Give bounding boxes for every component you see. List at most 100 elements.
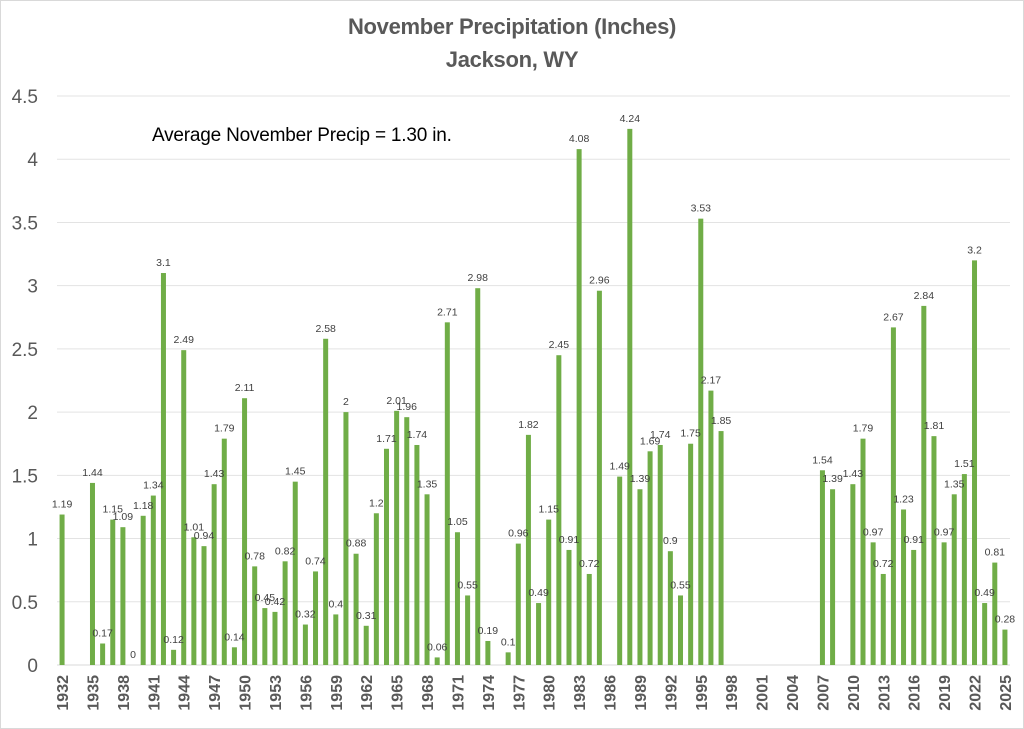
data-label-1936: 0.17 [92, 628, 113, 640]
data-label-1947: 1.43 [204, 468, 225, 480]
data-label-1980: 1.15 [538, 504, 559, 516]
data-label-1989: 1.39 [630, 473, 651, 485]
y-tick-label: 4.5 [12, 87, 38, 108]
data-label-1964: 1.71 [376, 433, 397, 445]
bar-1991 [657, 444, 663, 665]
bar-1993 [678, 595, 684, 665]
data-label-1955: 1.45 [285, 466, 306, 478]
data-label-1968: 1.35 [417, 478, 438, 490]
bar-1955 [292, 481, 298, 665]
data-label-1962: 0.31 [356, 610, 377, 622]
bar-1946 [201, 546, 207, 665]
y-tick-label: 2.5 [12, 340, 38, 361]
x-tick-label: 1998 [724, 675, 741, 711]
data-label-2013: 0.72 [873, 558, 894, 570]
data-label-1945: 1.01 [184, 521, 205, 533]
bar-1984 [586, 573, 592, 665]
data-label-2024: 0.81 [985, 547, 1006, 559]
bar-2010 [850, 484, 856, 665]
data-label-1959: 0.4 [328, 598, 343, 610]
bar-1981 [556, 355, 562, 665]
bar-1974 [485, 640, 491, 665]
bar-1973 [475, 288, 481, 665]
data-label-1977: 0.96 [508, 528, 529, 540]
data-label-2010: 1.43 [843, 468, 864, 480]
gridlines [57, 95, 1010, 666]
data-label-1972: 0.55 [457, 579, 478, 591]
bar-1965 [394, 410, 400, 665]
data-label-1958: 2.58 [315, 323, 336, 335]
data-label-1957: 0.74 [305, 555, 326, 567]
bar-1989 [637, 489, 643, 665]
bar-1947 [211, 484, 217, 665]
bar-1940 [140, 515, 146, 665]
data-label-1951: 0.78 [244, 550, 265, 562]
y-tick-label: 0.5 [12, 593, 38, 614]
bars [59, 128, 1008, 665]
data-label-1971: 1.05 [447, 516, 468, 528]
bar-1938 [120, 527, 126, 665]
data-label-2008: 1.39 [822, 473, 843, 485]
data-label-2007: 1.54 [812, 454, 833, 466]
bar-1966 [404, 417, 410, 665]
bar-1932 [59, 514, 65, 665]
bar-2014 [890, 327, 896, 665]
data-label-1954: 0.82 [275, 545, 296, 557]
data-label-2020: 1.35 [944, 478, 965, 490]
data-label-1970: 2.71 [437, 306, 458, 318]
bar-1970 [444, 322, 450, 665]
data-label-1992: 0.9 [663, 535, 678, 547]
x-tick-label: 1965 [390, 675, 407, 711]
data-label-1935: 1.44 [82, 467, 103, 479]
bar-1978 [525, 434, 531, 665]
bar-1935 [89, 482, 95, 665]
x-tick-label: 1995 [694, 675, 711, 711]
bar-1953 [272, 611, 278, 665]
bar-1950 [242, 398, 248, 665]
y-tick-label: 0 [27, 656, 38, 677]
data-label-1982: 0.91 [559, 534, 580, 546]
bar-1964 [383, 448, 389, 665]
average-annotation: Average November Precip = 1.30 in. [152, 125, 452, 146]
bar-1961 [353, 553, 359, 665]
data-label-1953: 0.42 [265, 596, 286, 608]
bar-1963 [373, 513, 379, 665]
data-label-2019: 0.97 [934, 526, 955, 538]
bar-1959 [333, 614, 339, 665]
bar-2017 [921, 305, 927, 665]
data-label-2012: 0.97 [863, 526, 884, 538]
x-tick-label: 1947 [207, 675, 224, 711]
bar-1962 [363, 625, 369, 665]
x-tick-label: 1980 [542, 675, 559, 711]
x-axis: 1932 1935 1938 1941 1944 1947 1950 1953 1956 1959… [55, 675, 1015, 711]
data-label-1937: 1.15 [103, 504, 124, 516]
bar-1941 [150, 495, 156, 665]
bar-1952 [262, 608, 268, 665]
bar-1957 [313, 571, 319, 665]
data-label-1938: 1.09 [113, 511, 134, 523]
bar-2011 [860, 438, 866, 665]
bar-2018 [931, 436, 937, 665]
x-tick-label: 2004 [785, 675, 802, 711]
bar-2025 [1002, 629, 1008, 665]
y-axis: 0 0.5 1 1.5 2 2.5 3 3.5 4 4.5 [12, 87, 39, 677]
data-label-2021: 1.51 [954, 458, 975, 470]
bar-1988 [627, 128, 633, 665]
x-tick-label: 1962 [359, 675, 376, 711]
x-tick-label: 2010 [846, 675, 863, 711]
bar-2015 [901, 509, 907, 665]
y-tick-label: 3.5 [12, 213, 38, 234]
x-tick-label: 1977 [511, 675, 528, 711]
bar-1977 [515, 543, 521, 665]
x-tick-label: 2016 [907, 675, 924, 711]
data-label-1946: 0.94 [194, 530, 215, 542]
bar-1994 [688, 443, 694, 665]
x-tick-label: 2019 [937, 675, 954, 711]
y-tick-label: 2 [27, 403, 38, 424]
data-label-1950: 2.11 [235, 382, 255, 394]
data-label-1969: 0.06 [427, 641, 448, 653]
data-labels: 1.191.440.171.151.0901.181.343.10.122.49… [52, 113, 1015, 661]
data-label-1988: 4.24 [620, 113, 641, 125]
data-label-2022: 3.2 [967, 244, 982, 256]
